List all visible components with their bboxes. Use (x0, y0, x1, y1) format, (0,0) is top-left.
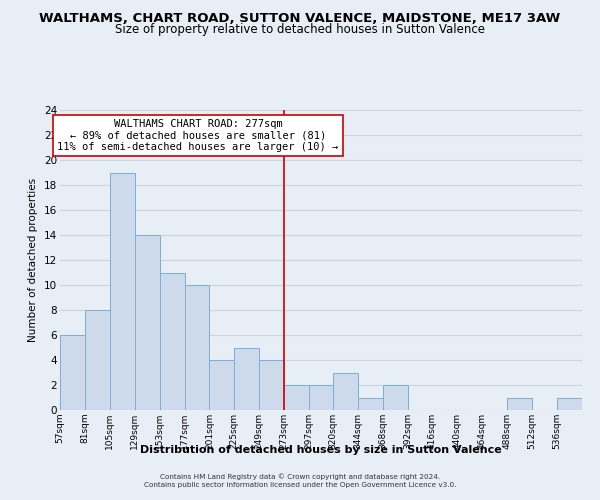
Text: WALTHAMS CHART ROAD: 277sqm
← 89% of detached houses are smaller (81)
11% of sem: WALTHAMS CHART ROAD: 277sqm ← 89% of det… (58, 118, 338, 152)
Bar (507, 398, 532, 410)
Bar (60, 335, 85, 410)
Bar (284, 385, 309, 410)
Bar (235, 348, 259, 410)
Bar (185, 285, 209, 410)
Bar (358, 398, 383, 410)
Bar (383, 385, 407, 410)
Text: WALTHAMS, CHART ROAD, SUTTON VALENCE, MAIDSTONE, ME17 3AW: WALTHAMS, CHART ROAD, SUTTON VALENCE, MA… (40, 12, 560, 26)
Bar (110, 172, 135, 410)
Bar (209, 360, 235, 410)
Y-axis label: Number of detached properties: Number of detached properties (28, 178, 38, 342)
Bar (160, 272, 185, 410)
Text: Size of property relative to detached houses in Sutton Valence: Size of property relative to detached ho… (115, 22, 485, 36)
Bar (85, 310, 110, 410)
Bar (333, 372, 358, 410)
Bar (135, 235, 160, 410)
Bar (309, 385, 333, 410)
Text: Contains HM Land Registry data © Crown copyright and database right 2024.
Contai: Contains HM Land Registry data © Crown c… (144, 473, 456, 488)
Bar (259, 360, 284, 410)
Bar (557, 398, 582, 410)
Text: Distribution of detached houses by size in Sutton Valence: Distribution of detached houses by size … (140, 445, 502, 455)
